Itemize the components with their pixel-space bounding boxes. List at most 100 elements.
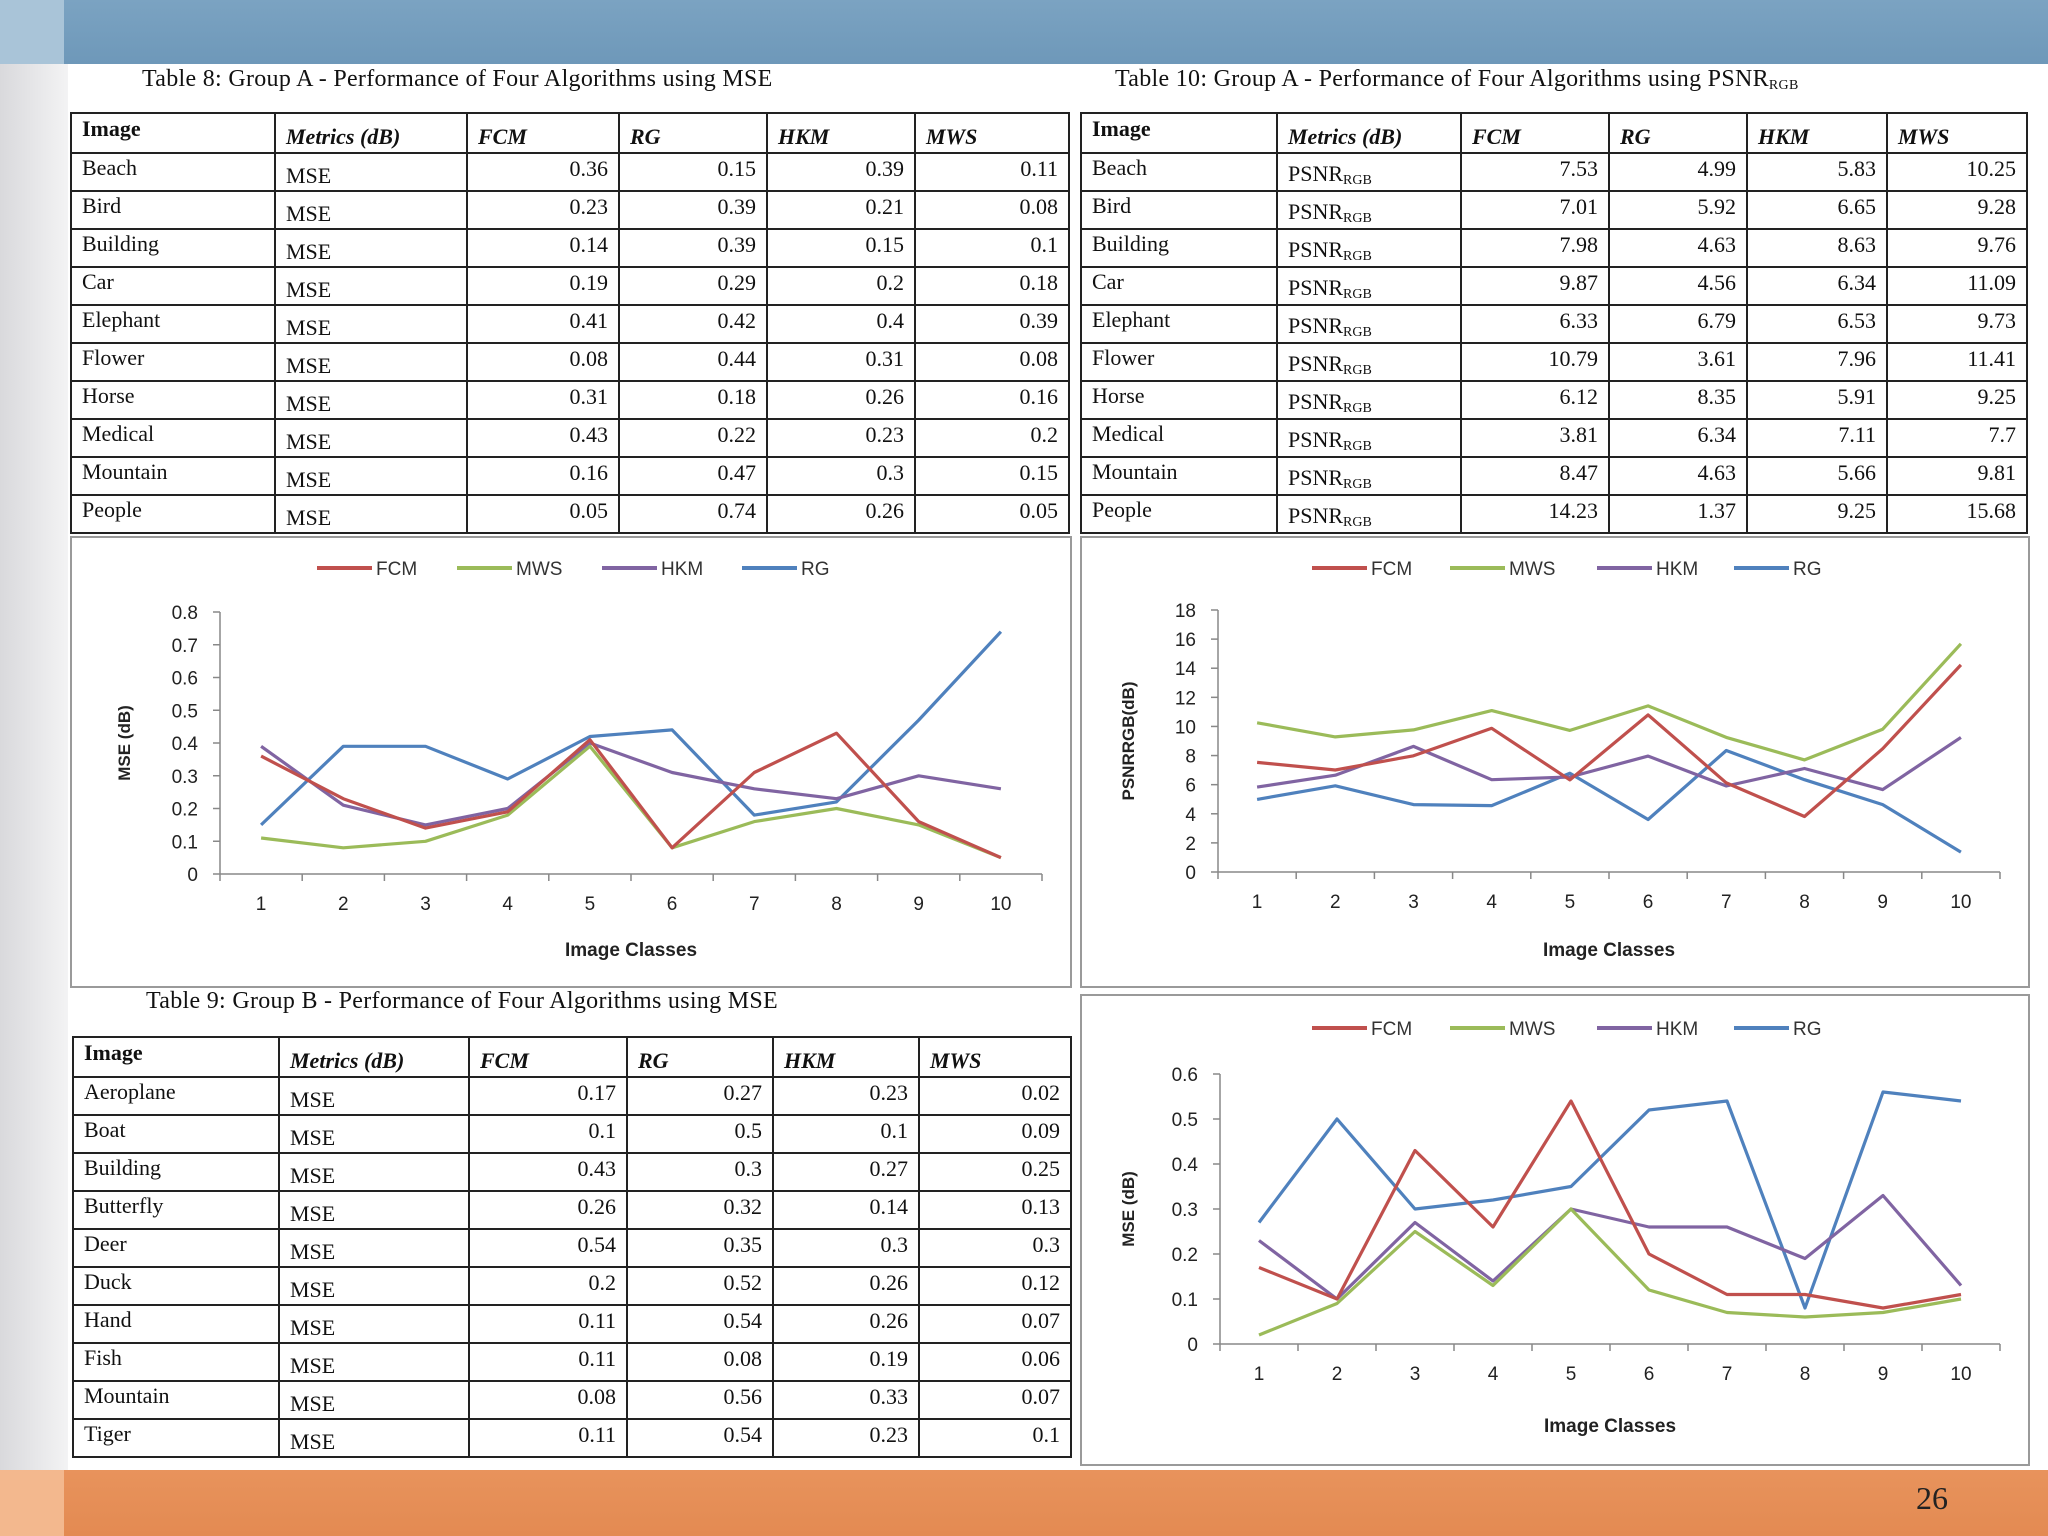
series-line-hkm — [260, 741, 1002, 827]
metric-name: PSNR — [1288, 351, 1344, 376]
image-cell: Duck — [72, 1266, 280, 1306]
metric-subscript: RGB — [1343, 401, 1372, 416]
value-cell: 0.47 — [618, 456, 768, 496]
table-row: Hand MSE 0.11 0.54 0.26 0.07 — [72, 1304, 1072, 1344]
y-axis-title: MSE (dB) — [1119, 1171, 1138, 1247]
image-cell: Beach — [1080, 152, 1278, 192]
page-number: 26 — [1916, 1480, 1948, 1516]
table-row: Duck MSE 0.2 0.52 0.26 0.12 — [72, 1266, 1072, 1306]
metric-subscript: RGB — [1343, 211, 1372, 226]
x-tick-label: 2 — [338, 894, 349, 915]
value-cell: 4.56 — [1608, 266, 1748, 306]
x-tick-label: 6 — [1643, 892, 1654, 913]
value-cell: 0.54 — [468, 1228, 628, 1268]
table-row: Boat MSE 0.1 0.5 0.1 0.09 — [72, 1114, 1072, 1154]
x-tick-label: 5 — [585, 894, 596, 915]
table-row: Horse PSNRRGB 6.12 8.35 5.91 9.25 — [1080, 380, 2028, 420]
value-cell: 8.63 — [1746, 228, 1888, 268]
value-cell: 0.1 — [914, 228, 1070, 268]
value-cell: 0.14 — [772, 1190, 920, 1230]
series-line-hkm — [1256, 736, 1962, 792]
table-row: Beach PSNRRGB 7.53 4.99 5.83 10.25 — [1080, 152, 2028, 192]
y-tick-label: 0.5 — [1172, 1110, 1198, 1131]
x-tick-label: 4 — [1486, 892, 1497, 913]
metric-cell: PSNRRGB — [1276, 152, 1462, 192]
table-row: People MSE 0.05 0.74 0.26 0.05 — [70, 494, 1070, 534]
image-cell: Hand — [72, 1304, 280, 1344]
table-row: People PSNRRGB 14.23 1.37 9.25 15.68 — [1080, 494, 2028, 534]
column-header: MWS — [918, 1036, 1072, 1078]
y-tick-label: 0.5 — [172, 701, 198, 722]
metric-cell: MSE — [274, 228, 468, 268]
y-tick-label: 18 — [1175, 601, 1196, 622]
metric-cell: PSNRRGB — [1276, 190, 1462, 230]
chart-psnr-group-a-frame: 0 2 4 6 8 10 12 14 16 18 1 2 3 4 5 6 7 8 9 10 Image Classes P… — [1080, 536, 2030, 988]
legend-label-rg: RG — [1793, 1019, 1822, 1040]
legend-label-rg: RG — [1793, 559, 1822, 580]
value-cell: 0.31 — [766, 342, 916, 382]
image-cell: Elephant — [1080, 304, 1278, 344]
value-cell: 0.5 — [626, 1114, 774, 1154]
value-cell: 0.07 — [918, 1380, 1072, 1420]
metric-cell: MSE — [274, 304, 468, 344]
metric-subscript: RGB — [1343, 173, 1372, 188]
x-tick-label: 9 — [913, 894, 924, 915]
x-tick-label: 5 — [1565, 892, 1576, 913]
value-cell: 0.05 — [914, 494, 1070, 534]
series-line-mws — [260, 744, 1002, 860]
value-cell: 0.08 — [626, 1342, 774, 1382]
value-cell: 10.79 — [1460, 342, 1610, 382]
column-header: MWS — [914, 112, 1070, 154]
value-cell: 9.87 — [1460, 266, 1610, 306]
y-tick-label: 0.8 — [172, 603, 198, 624]
y-tick-label: 0.4 — [1172, 1155, 1199, 1176]
image-cell: Deer — [72, 1228, 280, 1268]
y-tick-label: 0.2 — [1172, 1245, 1198, 1266]
table-row: Horse MSE 0.31 0.18 0.26 0.16 — [70, 380, 1070, 420]
value-cell: 5.66 — [1746, 456, 1888, 496]
value-cell: 0.11 — [468, 1342, 628, 1382]
image-cell: Elephant — [70, 304, 276, 344]
chart-mse-group-a: 0 0.1 0.2 0.3 0.4 0.5 0.6 0.7 0.8 1 2 3 4 5 6 7 8 9 10 Imag… — [115, 559, 1043, 961]
metric-cell: MSE — [278, 1418, 470, 1458]
bottom-bar: 26 — [0, 1470, 2048, 1536]
value-cell: 0.18 — [914, 266, 1070, 306]
legend-label-hkm: HKM — [1656, 1019, 1698, 1040]
chart-mse-group-a-frame: 0 0.1 0.2 0.3 0.4 0.5 0.6 0.7 0.8 1 2 3 4 5 6 7 8 9 10 Imag… — [70, 536, 1072, 988]
table-row: Fish MSE 0.11 0.08 0.19 0.06 — [72, 1342, 1072, 1382]
value-cell: 0.07 — [918, 1304, 1072, 1344]
y-tick-label: 0.7 — [172, 636, 198, 657]
table-row: Mountain PSNRRGB 8.47 4.63 5.66 9.81 — [1080, 456, 2028, 496]
image-cell: Building — [70, 228, 276, 268]
table-row: Tiger MSE 0.11 0.54 0.23 0.1 — [72, 1418, 1072, 1458]
value-cell: 0.11 — [468, 1418, 628, 1458]
metric-name: PSNR — [1288, 313, 1344, 338]
legend-label-fcm: FCM — [1371, 1019, 1412, 1040]
image-cell: Building — [1080, 228, 1278, 268]
y-tick-label: 0 — [187, 865, 198, 886]
value-cell: 6.79 — [1608, 304, 1748, 344]
table-row: Flower MSE 0.08 0.44 0.31 0.08 — [70, 342, 1070, 382]
value-cell: 0.06 — [918, 1342, 1072, 1382]
metric-subscript: RGB — [1343, 363, 1372, 378]
value-cell: 0.23 — [766, 418, 916, 458]
value-cell: 3.61 — [1608, 342, 1748, 382]
image-cell: Horse — [1080, 380, 1278, 420]
column-header: RG — [1608, 112, 1748, 154]
value-cell: 8.47 — [1460, 456, 1610, 496]
metric-name: PSNR — [1288, 503, 1344, 528]
series-line-fcm — [1258, 1099, 1962, 1310]
table-row: Building MSE 0.14 0.39 0.15 0.1 — [70, 228, 1070, 268]
series-line-mws — [1256, 642, 1963, 762]
chart-mse-group-b-frame: 0 0.1 0.2 0.3 0.4 0.5 0.6 1 2 3 4 5 6 7 8 9 10 Image Clas… — [1080, 994, 2030, 1466]
left-side-band — [0, 64, 68, 1470]
top-bar — [0, 0, 2048, 64]
value-cell: 0.15 — [766, 228, 916, 268]
image-cell: Horse — [70, 380, 276, 420]
value-cell: 3.81 — [1460, 418, 1610, 458]
value-cell: 0.11 — [914, 152, 1070, 192]
column-header: HKM — [766, 112, 916, 154]
value-cell: 0.2 — [914, 418, 1070, 458]
metric-cell: MSE — [278, 1380, 470, 1420]
value-cell: 0.16 — [466, 456, 620, 496]
